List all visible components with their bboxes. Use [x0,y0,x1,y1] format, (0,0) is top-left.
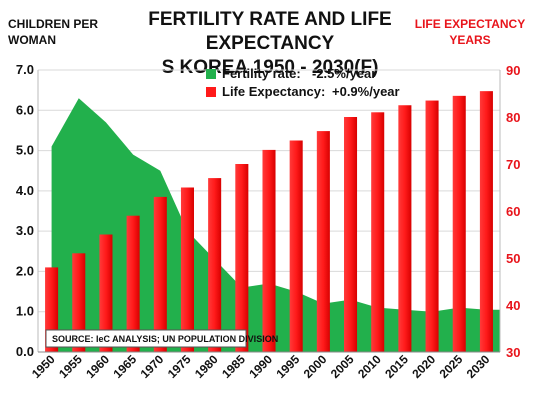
left-axis-label-line-2: WOMAN [8,33,56,47]
life-expectancy-bar [425,100,439,352]
x-tick-label: 2005 [328,352,357,381]
life-expectancy-bar [153,196,167,352]
life-expectancy-bar [99,234,113,352]
x-tick-label: 2025 [437,352,466,381]
life-expectancy-bar [289,140,303,352]
source-text: SOURCE: IeC ANALYSIS; UN POPULATION DIVI… [52,334,278,344]
x-tick-label: 1960 [83,352,112,381]
left-tick-label: 6.0 [16,102,34,117]
right-axis-label-line-2: YEARS [449,33,491,47]
legend: Fertility rate: -2.5%/year Life Expectancy… [206,66,400,99]
x-tick-label: 2000 [301,352,330,381]
left-tick-label: 5.0 [16,143,34,158]
right-axis-label-line-1: LIFE EXPECTANCY [414,17,526,31]
life-bars-layer [45,91,493,353]
x-tick-label: 1955 [56,352,85,381]
left-tick-label: 2.0 [16,263,34,278]
life-expectancy-bar [479,91,493,353]
legend-note-life: +0.9%/year [332,84,400,99]
x-tick-labels: 1950195519601965197019751980198519901995… [29,352,493,381]
x-tick-label: 2020 [409,352,438,381]
right-tick-label: 40 [506,298,520,313]
life-expectancy-bar [235,164,249,352]
x-tick-label: 2030 [464,352,493,381]
left-axis-label-line-1: CHILDREN PER [8,17,99,31]
x-tick-label: 1990 [246,352,275,381]
life-expectancy-bar [72,253,86,352]
x-tick-label: 1980 [192,352,221,381]
life-expectancy-bar [180,187,194,352]
right-tick-label: 30 [506,345,520,360]
left-tick-label: 3.0 [16,223,34,238]
life-expectancy-bar [398,105,412,352]
title-line-1: FERTILITY RATE AND LIFE EXPECTANCY [148,9,392,54]
x-tick-label: 2015 [382,352,411,381]
x-tick-label: 1970 [138,352,167,381]
life-expectancy-bar [344,117,358,352]
life-expectancy-bar [262,149,276,352]
left-tick-label: 0.0 [16,344,34,359]
x-tick-label: 1995 [274,352,303,381]
x-tick-label: 2010 [355,352,384,381]
axes-layer [37,70,501,353]
left-tick-label: 1.0 [16,304,34,319]
left-tick-label: 4.0 [16,183,34,198]
legend-swatch-life [206,87,216,97]
x-tick-label: 1965 [110,352,139,381]
left-axis-label: CHILDREN PER WOMAN [8,16,118,48]
life-expectancy-bar [126,215,140,352]
right-tick-label: 60 [506,204,520,219]
right-tick-label: 90 [506,63,520,78]
source-box-frame [45,329,247,348]
x-tick-label: 1975 [165,352,194,381]
right-tick-label: 80 [506,110,520,125]
left-tick-label: 7.0 [16,62,34,77]
left-tick-labels: 0.0 1.0 2.0 3.0 4.0 5.0 6.0 7.0 [16,62,34,359]
right-tick-label: 70 [506,157,520,172]
right-axis-label: LIFE EXPECTANCY YEARS [410,16,530,48]
right-tick-label: 50 [506,251,520,266]
life-expectancy-bar [452,95,466,352]
life-expectancy-bar [371,112,385,352]
legend-note-fertility: -2.5%/year [312,66,376,81]
x-tick-label: 1985 [219,352,248,381]
source-box: SOURCE: IeC ANALYSIS; UN POPULATION DIVI… [45,329,278,348]
right-tick-labels: 30 40 50 60 70 80 90 [506,63,520,360]
legend-label-life: Life Expectancy: [222,84,325,99]
life-expectancy-bar [208,178,222,352]
legend-label-fertility: Fertility rate: [222,66,301,81]
life-expectancy-bar [316,131,330,352]
legend-swatch-fertility [206,69,216,79]
